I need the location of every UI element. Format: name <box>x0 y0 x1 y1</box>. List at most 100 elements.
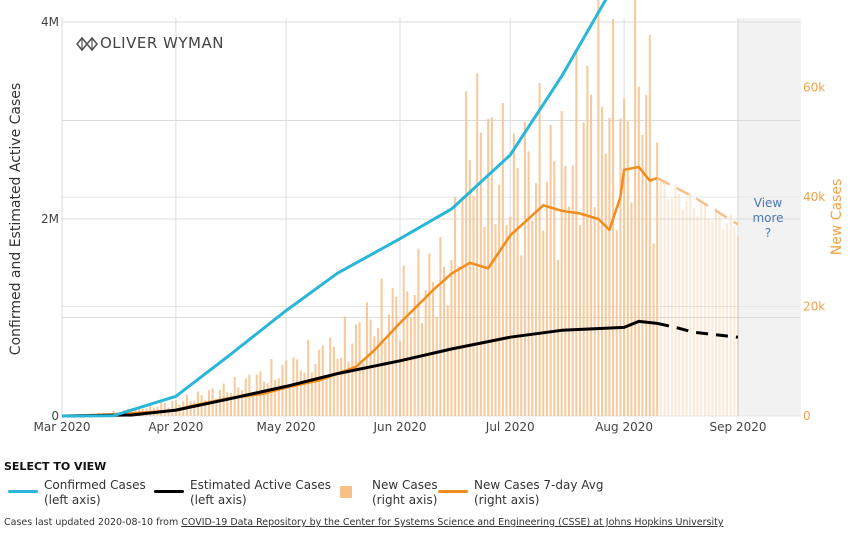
x-tick-label: Apr 2020 <box>148 420 203 434</box>
new-cases-bar <box>307 339 310 416</box>
new-cases-bar <box>538 82 541 417</box>
projected-new-cases-bar <box>707 219 710 416</box>
new-cases-bar <box>421 323 424 416</box>
new-cases-bar <box>439 236 442 416</box>
new-cases-bar <box>432 281 435 416</box>
new-cases-bar <box>567 206 571 416</box>
new-cases-bar <box>527 151 530 416</box>
oliver-wyman-logo-icon <box>76 36 98 52</box>
new-cases-bar <box>343 316 346 416</box>
projected-new-cases-bar <box>670 198 673 416</box>
new-cases-bar <box>288 386 291 416</box>
data-source-link[interactable]: COVID-19 Data Repository by the Center f… <box>181 517 724 528</box>
projected-new-cases-bar <box>725 223 728 416</box>
y-tick-label: 2M <box>41 212 59 226</box>
new-cases-bar <box>321 345 324 416</box>
new-cases-bar <box>523 121 526 417</box>
new-cases-bar <box>549 125 552 416</box>
new-cases-bar <box>571 165 574 416</box>
x-tick-label: Sep 2020 <box>710 420 767 434</box>
new-cases-bar <box>237 387 240 416</box>
new-cases-bar <box>597 0 600 416</box>
projected-new-cases-bar <box>703 202 706 416</box>
new-cases-bar <box>277 378 280 416</box>
legend-item-confirmed-cases[interactable]: Confirmed Cases (left axis) <box>8 478 178 510</box>
new-cases-bar <box>556 259 559 416</box>
logo-text: OLIVER WYMAN <box>100 34 224 52</box>
new-cases-bar <box>575 48 578 417</box>
legend-title: SELECT TO VIEW <box>4 460 107 473</box>
projected-new-cases-bar <box>667 199 670 416</box>
footer-prefix: Cases last updated 2020-08-10 from <box>4 517 182 528</box>
projected-new-cases-bar <box>696 216 699 416</box>
legend-item-active-cases[interactable]: Estimated Active Cases (left axis) <box>154 478 344 510</box>
new-cases-bars <box>64 0 740 417</box>
new-cases-bar <box>318 349 321 416</box>
new-cases-bar <box>160 402 163 416</box>
new-cases-bar <box>387 314 390 416</box>
new-cases-bar <box>395 296 398 416</box>
new-cases-bar <box>266 383 269 416</box>
new-cases-bar <box>509 216 512 416</box>
projected-new-cases-bar <box>692 207 695 416</box>
legend-item-new-cases-avg[interactable]: New Cases 7-day Avg (right axis) <box>438 478 618 510</box>
view-more-line2: more <box>752 211 784 225</box>
projected-new-cases-bar <box>681 209 684 416</box>
new-cases-bar <box>454 196 457 416</box>
new-cases-bar <box>241 390 244 416</box>
new-cases-bar <box>545 181 548 416</box>
new-cases-bar <box>310 372 313 416</box>
legend-label-confirmed: Confirmed Cases (left axis) <box>44 478 146 507</box>
new-cases-bar <box>494 224 497 416</box>
new-cases-bar <box>314 363 317 416</box>
y-tick-label: 0 <box>51 409 59 423</box>
new-cases-bar <box>325 378 328 416</box>
new-cases-bar <box>601 106 604 417</box>
new-cases-bar <box>226 392 229 416</box>
view-more-link[interactable]: View more ? <box>744 196 792 241</box>
new-cases-bar <box>303 372 306 416</box>
projected-new-cases-bar <box>718 213 721 416</box>
new-cases-bar <box>347 361 350 416</box>
new-cases-bar <box>391 287 394 416</box>
projected-new-cases-bar <box>663 180 666 416</box>
new-cases-bar <box>450 259 453 416</box>
new-cases-bar <box>634 0 637 416</box>
new-cases-bar <box>215 398 218 416</box>
new-cases-bar <box>623 98 626 416</box>
new-cases-bar <box>296 359 299 416</box>
new-cases-bar <box>608 117 611 416</box>
new-cases-bar <box>461 196 464 416</box>
new-cases-bar <box>516 167 519 416</box>
new-cases-bar <box>483 226 486 416</box>
new-cases-bar <box>252 392 255 416</box>
new-cases-bar <box>637 86 640 417</box>
new-cases-bar <box>457 266 460 416</box>
footer: Cases last updated 2020-08-10 from COVID… <box>4 517 723 528</box>
y2-tick-label: 20k <box>803 300 825 314</box>
projected-new-cases-bar <box>714 207 717 416</box>
new-cases-bar <box>648 34 651 417</box>
y2-tick-label: 0 <box>803 409 811 423</box>
new-cases-bar <box>384 341 387 416</box>
projected-new-cases-bar <box>729 213 732 416</box>
legend-item-new-cases[interactable]: New Cases (right axis) <box>336 478 446 510</box>
new-cases-bar <box>476 73 479 417</box>
new-cases-bar <box>263 381 266 416</box>
active-cases-projection <box>656 321 739 339</box>
legend-label-active: Estimated Active Cases (left axis) <box>190 478 331 507</box>
projected-new-cases-bar <box>711 220 714 416</box>
axes: Mar 2020 Apr 2020 May 2020 Jun 2020 Jul 2020… <box>8 15 845 434</box>
new-cases-bar <box>138 406 141 416</box>
new-cases-bar <box>446 305 449 416</box>
new-cases-bar <box>490 117 493 416</box>
projection-shade <box>737 18 801 416</box>
new-cases-bar <box>468 160 471 416</box>
projected-new-cases-bar <box>678 193 681 416</box>
y2-axis-title: New Cases <box>829 179 845 256</box>
active-cases-line <box>61 319 658 418</box>
new-cases-bar <box>134 407 137 416</box>
confirmed-cases-swatch <box>8 490 38 493</box>
new-cases-bar <box>340 357 343 416</box>
new-cases-bar <box>270 359 273 416</box>
